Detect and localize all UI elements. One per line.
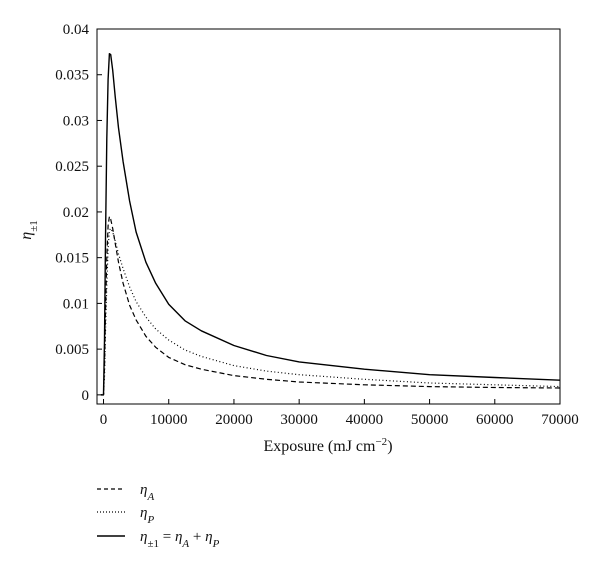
legend-label-eta-a: ηA [140, 482, 154, 503]
series-layer [100, 53, 561, 396]
x-axis-label: Exposure (mJ cm−2) [263, 436, 392, 455]
y-tick-label: 0.005 [55, 342, 89, 358]
y-axis-label: η±1 [18, 220, 40, 239]
legend: ηA ηP η±1 = ηA + ηP [97, 482, 220, 550]
y-axis-ticks: 0 0.005 0.01 0.015 0.02 0.025 0.03 0.035 0.04 [55, 22, 102, 404]
legend-item-eta-total: η±1 = ηA + ηP [97, 529, 220, 550]
series-line-eta-total [100, 53, 561, 396]
series-line-eta-A [100, 215, 561, 396]
x-tick-label: 40000 [346, 412, 384, 428]
x-tick-label: 10000 [150, 412, 188, 428]
y-tick-label: 0.01 [63, 296, 89, 312]
legend-label-eta-p: ηP [140, 505, 154, 526]
x-tick-label: 60000 [476, 412, 514, 428]
y-tick-label: 0.02 [63, 205, 89, 221]
legend-item-eta-a: ηA [97, 482, 154, 503]
x-axis-ticks: 0 10000 20000 30000 40000 50000 60000 70000 [100, 399, 579, 428]
y-axis-label-sub: ±1 [28, 220, 40, 232]
x-tick-label: 20000 [215, 412, 253, 428]
y-tick-label: 0.03 [63, 113, 89, 129]
y-tick-label: 0.025 [55, 159, 89, 175]
x-tick-label: 30000 [280, 412, 318, 428]
x-tick-label: 0 [100, 412, 108, 428]
y-tick-label: 0 [82, 388, 90, 404]
x-tick-label: 70000 [541, 412, 579, 428]
x-axis-label-sup: −2 [375, 436, 387, 448]
legend-item-eta-p: ηP [97, 505, 154, 526]
y-tick-label: 0.04 [63, 22, 90, 38]
legend-label-eta-total: η±1 = ηA + ηP [140, 529, 220, 550]
series-line-eta-P [100, 227, 561, 396]
y-tick-label: 0.015 [55, 251, 89, 267]
x-tick-label: 50000 [411, 412, 449, 428]
plot-frame [96, 28, 561, 405]
y-tick-label: 0.035 [55, 68, 89, 84]
